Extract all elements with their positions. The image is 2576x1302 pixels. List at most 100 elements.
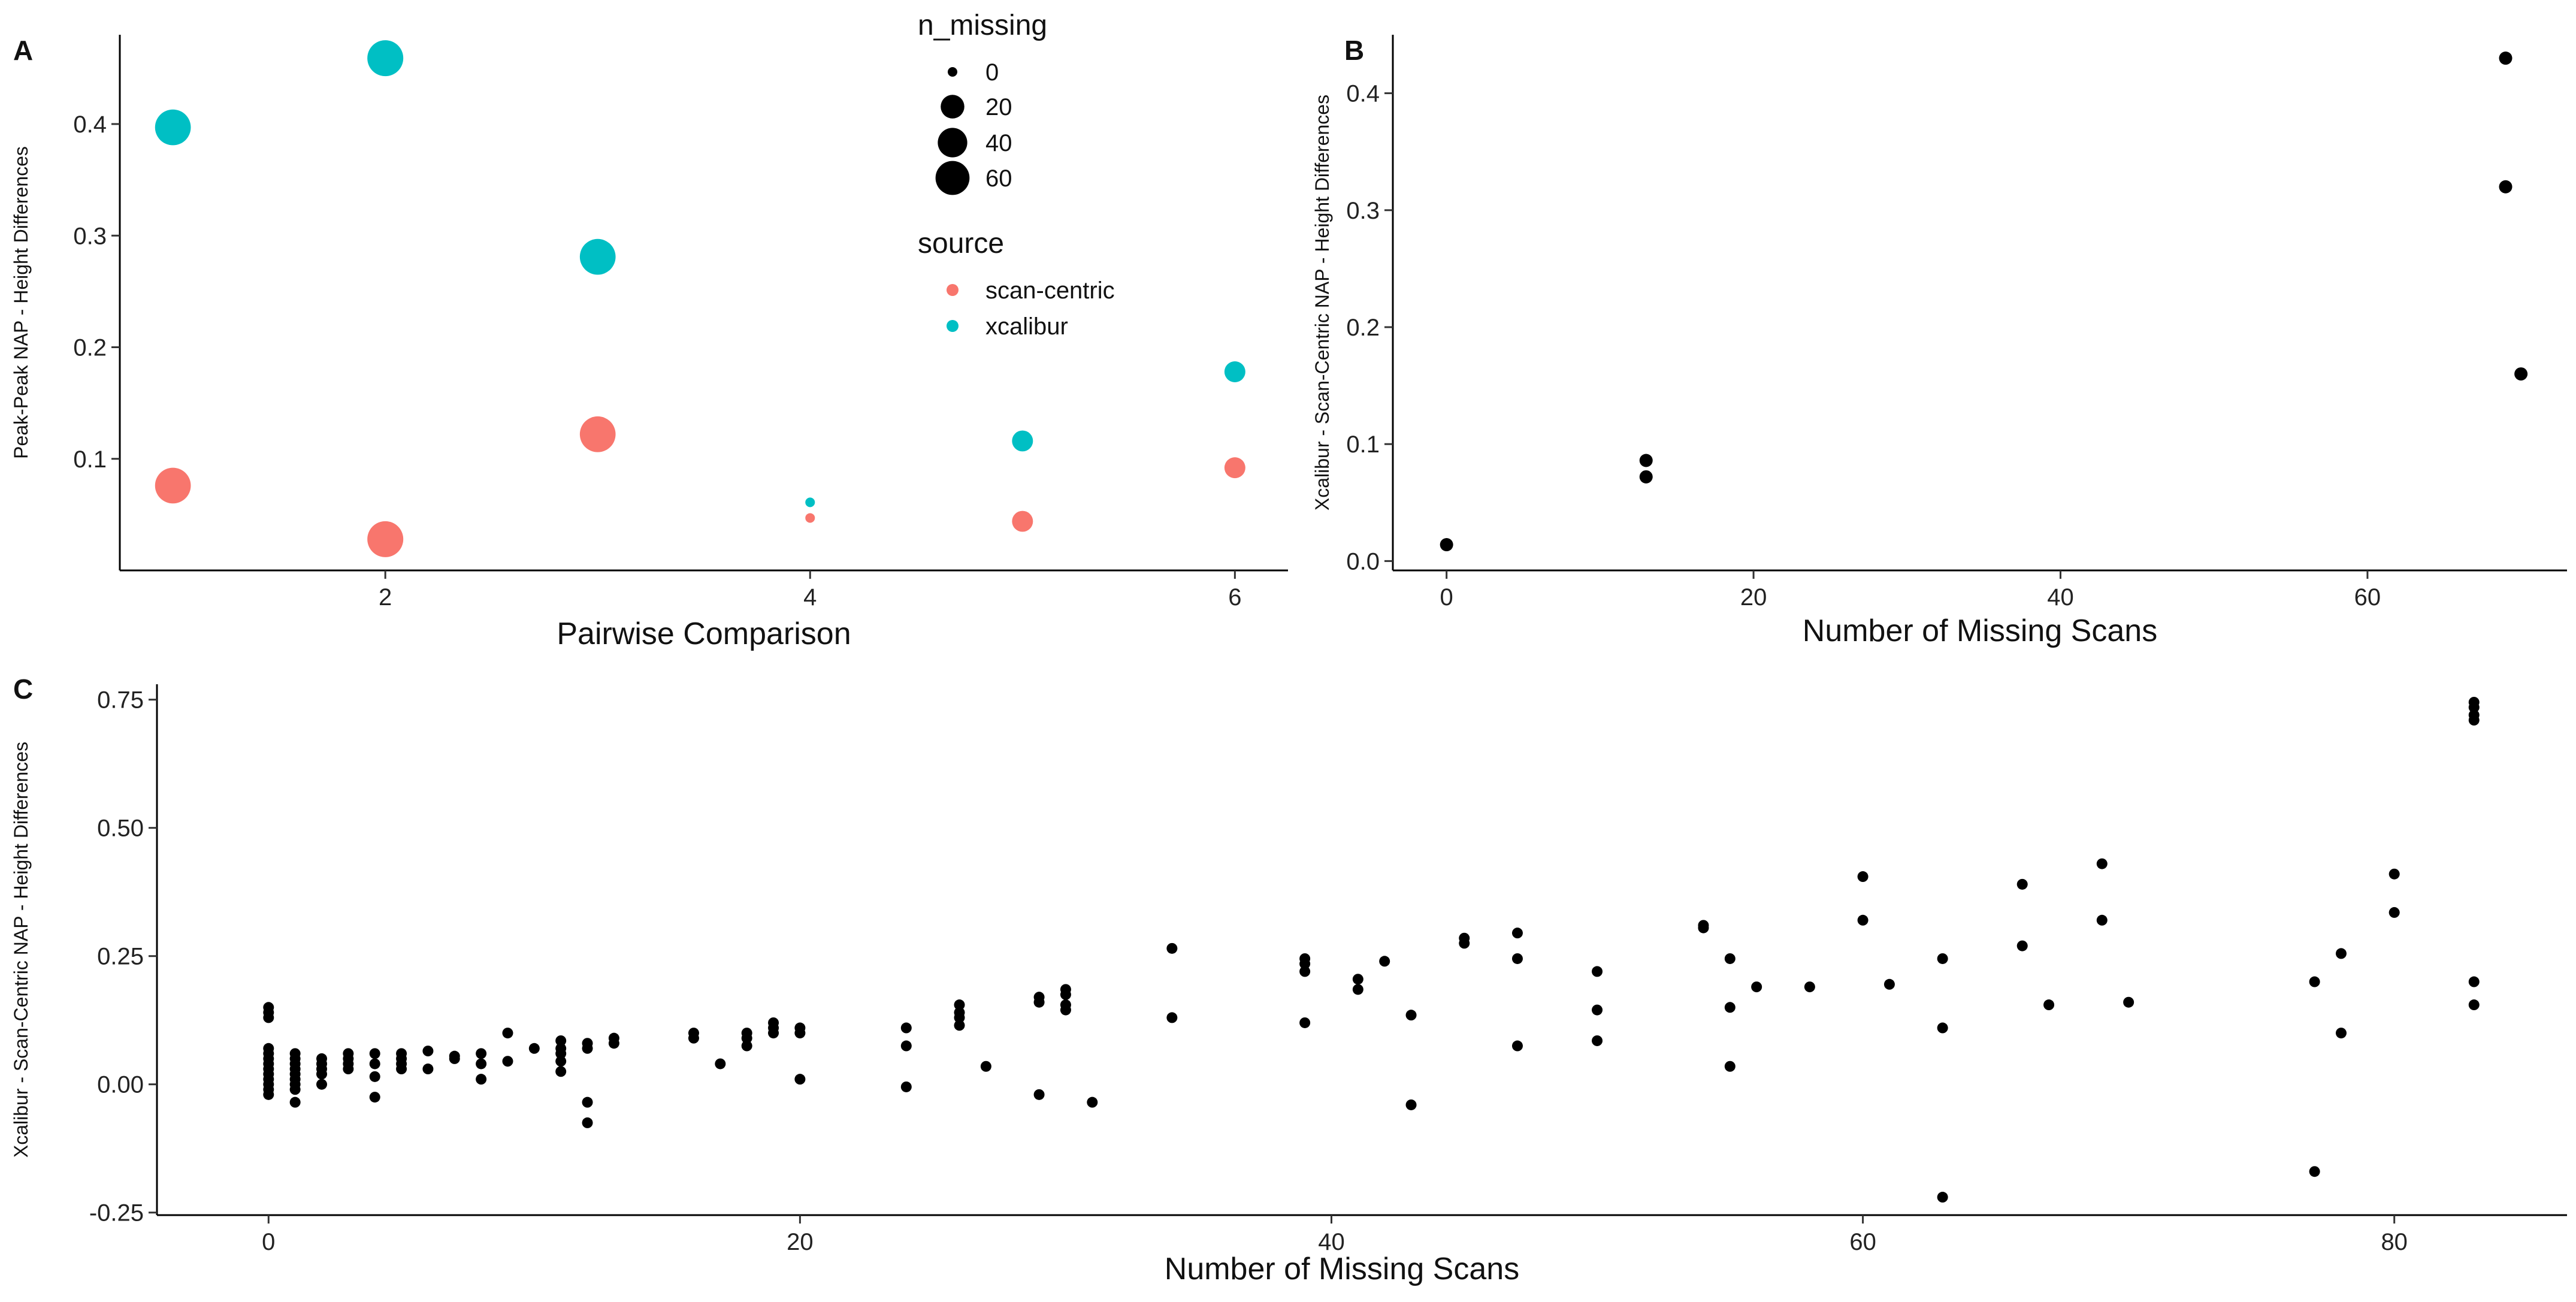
data-point xyxy=(2096,858,2108,869)
data-point xyxy=(900,1022,912,1034)
data-point xyxy=(2016,940,2028,951)
data-point xyxy=(2335,1028,2347,1039)
data-point xyxy=(1352,984,1363,995)
data-point xyxy=(2514,367,2528,381)
data-point xyxy=(582,1043,593,1054)
size-legend-key xyxy=(938,128,967,158)
data-point xyxy=(1511,928,1523,939)
data-point xyxy=(2388,868,2400,880)
data-point xyxy=(1033,996,1045,1008)
x-tick-label: 0 xyxy=(262,1229,275,1255)
data-point xyxy=(1166,942,1178,954)
y-axis-title: Xcalibur - Scan-Centric NAP - Height Dif… xyxy=(1311,95,1333,510)
data-point xyxy=(1405,1010,1417,1021)
color-legend-title: source xyxy=(918,228,1004,259)
x-tick-label: 20 xyxy=(787,1229,814,1255)
size-legend-label: 60 xyxy=(985,165,1012,192)
x-tick-label: 20 xyxy=(1740,584,1767,611)
y-tick-label: 0.4 xyxy=(73,111,107,138)
data-point xyxy=(900,1040,912,1052)
data-point xyxy=(1405,1099,1417,1110)
data-point xyxy=(2123,996,2134,1008)
y-tick-label: 0.50 xyxy=(97,815,144,842)
data-point xyxy=(1639,470,1653,484)
point-xcalibur xyxy=(1224,361,1245,382)
data-point xyxy=(555,1056,567,1067)
data-point xyxy=(1299,958,1311,969)
data-point xyxy=(1592,1035,1603,1046)
data-point xyxy=(1698,922,1709,934)
x-axis-title: Number of Missing Scans xyxy=(1803,614,2157,648)
x-tick-label: 80 xyxy=(2381,1229,2408,1255)
point-xcalibur xyxy=(367,40,404,77)
panel-letter-a: A xyxy=(13,35,33,66)
y-tick-label: 0.1 xyxy=(1346,431,1380,458)
point-scan-centric xyxy=(155,467,191,504)
data-point xyxy=(289,1096,301,1108)
data-point xyxy=(263,1012,274,1023)
y-tick-label: 0.1 xyxy=(73,446,107,473)
legend: n_missing 0 20 40 60 source scan-centric xcalib… xyxy=(918,10,1115,340)
data-point xyxy=(900,1081,912,1092)
y-tick-label: 0.3 xyxy=(1346,198,1380,224)
color-legend-key-xcalibur xyxy=(947,320,959,332)
data-point xyxy=(2499,52,2512,65)
data-point xyxy=(1299,966,1311,977)
data-point xyxy=(2309,1166,2320,1177)
y-tick-label: 0.00 xyxy=(97,1072,144,1098)
data-point xyxy=(1033,1089,1045,1100)
data-point xyxy=(502,1028,513,1039)
data-point xyxy=(422,1046,434,1057)
data-point xyxy=(2468,702,2480,713)
data-point xyxy=(768,1028,779,1039)
data-point xyxy=(2043,999,2055,1011)
data-point xyxy=(1937,1192,1948,1203)
size-legend-label: 0 xyxy=(985,59,999,86)
x-tick-label: 0 xyxy=(1440,584,1453,611)
data-point xyxy=(343,1064,354,1075)
size-legend-key xyxy=(948,67,957,77)
panel-a: A 0.1 0.2 0.3 0.4 2 4 6 Pairwise Comparison Peak-… xyxy=(10,10,1288,651)
data-point xyxy=(369,1058,380,1070)
data-point xyxy=(1857,871,1868,883)
data-point xyxy=(715,1058,726,1070)
data-point xyxy=(1724,953,1736,964)
data-point xyxy=(1440,538,1453,552)
data-point xyxy=(1511,953,1523,964)
data-point xyxy=(1857,914,1868,926)
data-point xyxy=(502,1056,513,1067)
x-tick-label: 6 xyxy=(1228,584,1241,611)
data-point xyxy=(1299,1017,1311,1028)
data-point xyxy=(1060,989,1071,1000)
x-tick-label: 60 xyxy=(1849,1229,1876,1255)
data-point xyxy=(1166,1012,1178,1023)
data-point xyxy=(528,1043,540,1054)
data-point xyxy=(396,1064,407,1075)
data-point xyxy=(1511,1040,1523,1052)
size-legend-title: n_missing xyxy=(918,10,1047,41)
point-xcalibur xyxy=(805,497,815,507)
data-point xyxy=(1087,1096,1098,1108)
data-point xyxy=(555,1066,567,1077)
size-legend-label: 40 xyxy=(985,130,1012,156)
data-point xyxy=(1379,956,1390,967)
y-axis-title: Xcalibur - Scan-Centric NAP - Height Dif… xyxy=(10,742,32,1158)
data-point xyxy=(1352,974,1363,985)
data-point xyxy=(2309,976,2320,987)
data-point xyxy=(1883,978,1895,990)
data-point xyxy=(741,1040,752,1052)
y-tick-label: 0.0 xyxy=(1346,548,1380,575)
y-tick-label: 0.2 xyxy=(1346,315,1380,341)
data-point xyxy=(1592,1004,1603,1016)
data-point xyxy=(954,1012,965,1023)
data-point xyxy=(1804,981,1815,993)
y-tick-label: 0.75 xyxy=(97,687,144,714)
size-legend-key xyxy=(935,161,970,195)
panel-c: C -0.25 0.00 0.25 0.50 0.75 0 20 40 60 80 Number of… xyxy=(10,673,2567,1286)
data-point xyxy=(1751,981,1762,993)
point-scan-centric xyxy=(367,521,404,557)
data-point xyxy=(794,1028,806,1039)
data-point xyxy=(369,1048,380,1059)
data-point xyxy=(1639,454,1653,467)
